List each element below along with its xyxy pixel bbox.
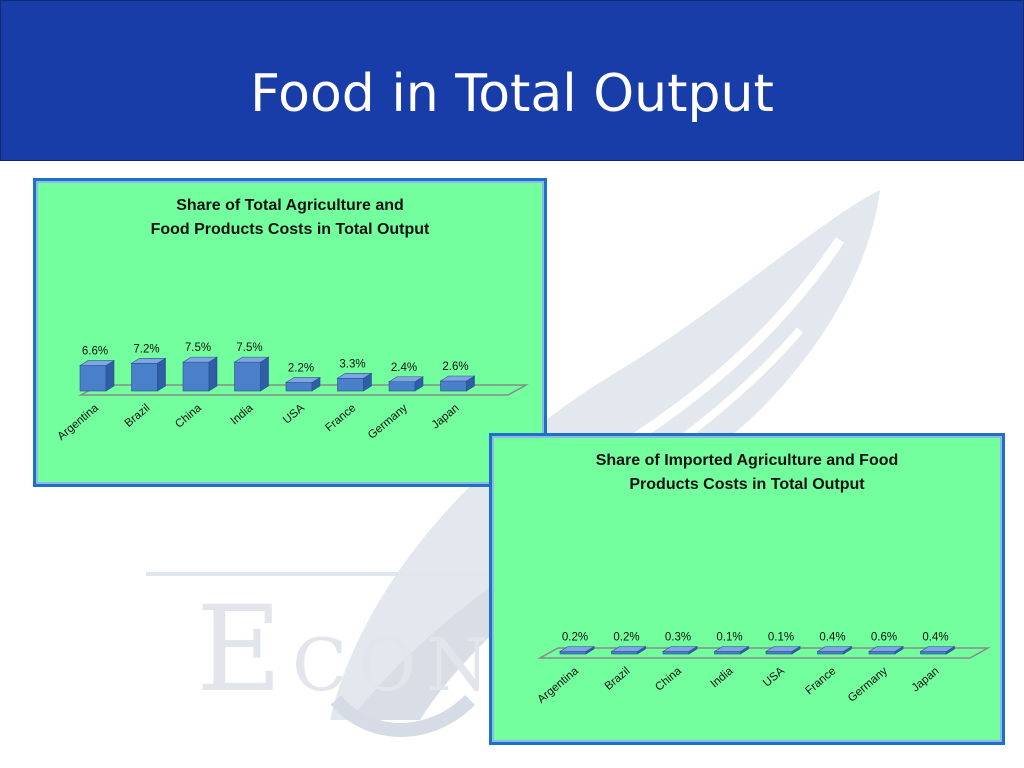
bar-front: [868, 651, 896, 655]
bar-front: [285, 382, 313, 392]
value-label: 0.2%: [562, 632, 588, 644]
slide-header: [0, 0, 1024, 161]
chart-bar-germany: [387, 376, 425, 392]
chart-total-agriculture-food: 6.6% Argentina 7.2% Brazil 7.5% China 7.5% Indi…: [55, 342, 529, 443]
category-label: Japan: [910, 665, 942, 694]
bar-top: [713, 646, 750, 652]
value-label: 0.1%: [716, 632, 742, 644]
bar-front: [662, 651, 690, 655]
bar-front: [337, 377, 364, 392]
bar-top: [233, 356, 270, 363]
chart-bar-usa: [764, 645, 802, 655]
chart-bar-china: [181, 356, 219, 392]
category-label: Argentina: [55, 402, 101, 443]
chart-imported-agriculture-food: 0.2% Argentina 0.2% Brazil 0.3% China 0.1% Indi…: [535, 632, 991, 706]
category-label: Japan: [430, 402, 462, 431]
chart-bar-brazil: [610, 645, 647, 655]
chart-title-line-1: Share of Total Agriculture and: [176, 197, 404, 214]
chart-bar-japan: [919, 645, 956, 655]
chart-bar-japan: [439, 375, 476, 392]
value-label: 7.2%: [133, 343, 159, 355]
chart-title-line-2: Products Costs in Total Output: [629, 476, 865, 493]
chart-bar-brazil: [130, 357, 167, 392]
chart-bar-usa: [284, 376, 322, 392]
bar-front: [131, 362, 158, 392]
bar-front: [388, 381, 416, 392]
category-label: France: [323, 402, 358, 434]
value-label: 2.6%: [442, 361, 468, 373]
category-label: China: [173, 402, 204, 431]
chart-floor: [537, 647, 991, 659]
value-label: 0.4%: [819, 632, 845, 644]
category-label: Germany: [366, 402, 410, 442]
chart-bar-argentina: [78, 360, 116, 392]
value-label: 7.5%: [236, 342, 262, 354]
value-label: 0.4%: [922, 632, 948, 644]
value-label: 2.2%: [288, 363, 314, 375]
bar-front: [817, 651, 844, 655]
category-label: France: [803, 665, 838, 697]
category-label: India: [229, 402, 256, 428]
chart-title-line-2: Food Products Costs in Total Output: [150, 221, 430, 238]
bar-front: [765, 651, 793, 655]
bar-side: [208, 356, 218, 392]
bar-front: [714, 651, 741, 655]
chart-title-line-1: Share of Imported Agriculture and Food: [595, 452, 899, 469]
chart-title-imported: Share of Imported Agriculture and Food P…: [492, 449, 1002, 497]
bar-top: [387, 376, 425, 383]
bar-side: [260, 356, 269, 392]
category-label: Brazil: [123, 402, 153, 430]
value-label: 2.4%: [391, 362, 417, 374]
chart-bar-argentina: [558, 645, 596, 655]
bar-front: [920, 651, 947, 655]
value-label: 3.3%: [339, 358, 365, 370]
bar-top: [130, 357, 167, 364]
category-label: Germany: [846, 665, 890, 705]
bar-top: [181, 356, 219, 363]
bar-top: [764, 646, 802, 652]
value-label: 0.2%: [613, 632, 639, 644]
bar-front: [559, 651, 587, 655]
category-label: India: [709, 665, 736, 691]
chart-bar-china: [661, 645, 699, 655]
background-watermark: ECON: [196, 580, 499, 718]
chart-panel-imported: Share of Imported Agriculture and Food P…: [489, 433, 1005, 745]
bar-front: [182, 361, 210, 392]
bar-top: [439, 375, 476, 382]
bar-top: [610, 646, 647, 652]
bar-front: [79, 365, 107, 392]
bar-top: [919, 646, 956, 652]
category-label: USA: [761, 665, 787, 690]
bar-front: [440, 380, 467, 392]
chart-title-total: Share of Total Agriculture and Food Prod…: [36, 194, 544, 242]
bar-top: [336, 372, 373, 379]
chart-bar-india: [713, 645, 750, 655]
bar-top: [558, 646, 596, 652]
watermark-initial: E: [196, 580, 293, 718]
category-label: Argentina: [535, 665, 581, 706]
bar-top: [284, 377, 322, 383]
value-label: 0.1%: [768, 632, 794, 644]
value-label: 0.3%: [665, 632, 691, 644]
slide-title: Food in Total Output: [250, 64, 774, 124]
value-label: 0.6%: [871, 632, 897, 644]
bar-top: [661, 646, 699, 652]
chart-bar-germany: [867, 645, 905, 655]
watermark-rest: CON: [292, 623, 500, 707]
bar-front: [234, 361, 261, 392]
category-label: China: [653, 665, 684, 694]
value-label: 6.6%: [82, 346, 108, 358]
value-label: 7.5%: [185, 342, 211, 354]
bar-side: [157, 357, 166, 392]
bar-top: [867, 646, 905, 652]
category-label: USA: [281, 402, 307, 427]
category-label: Brazil: [603, 665, 633, 693]
chart-bar-france: [336, 372, 373, 392]
bar-front: [611, 651, 638, 655]
chart-bar-india: [233, 356, 270, 392]
chart-bar-france: [816, 645, 853, 655]
bar-top: [816, 646, 853, 652]
bar-top: [78, 360, 116, 366]
chart-panel-total: Share of Total Agriculture and Food Prod…: [33, 178, 547, 487]
